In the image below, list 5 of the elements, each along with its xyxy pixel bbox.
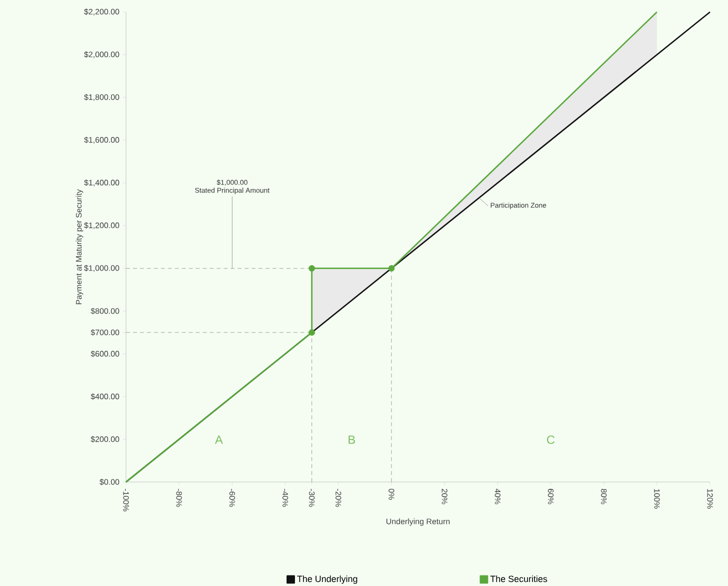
legend-label: The Securities [490, 575, 548, 582]
legend-label: The Underlying [297, 575, 358, 584]
annotation: B [348, 436, 355, 444]
annotation: A [214, 436, 223, 444]
annotation: C [547, 435, 555, 444]
